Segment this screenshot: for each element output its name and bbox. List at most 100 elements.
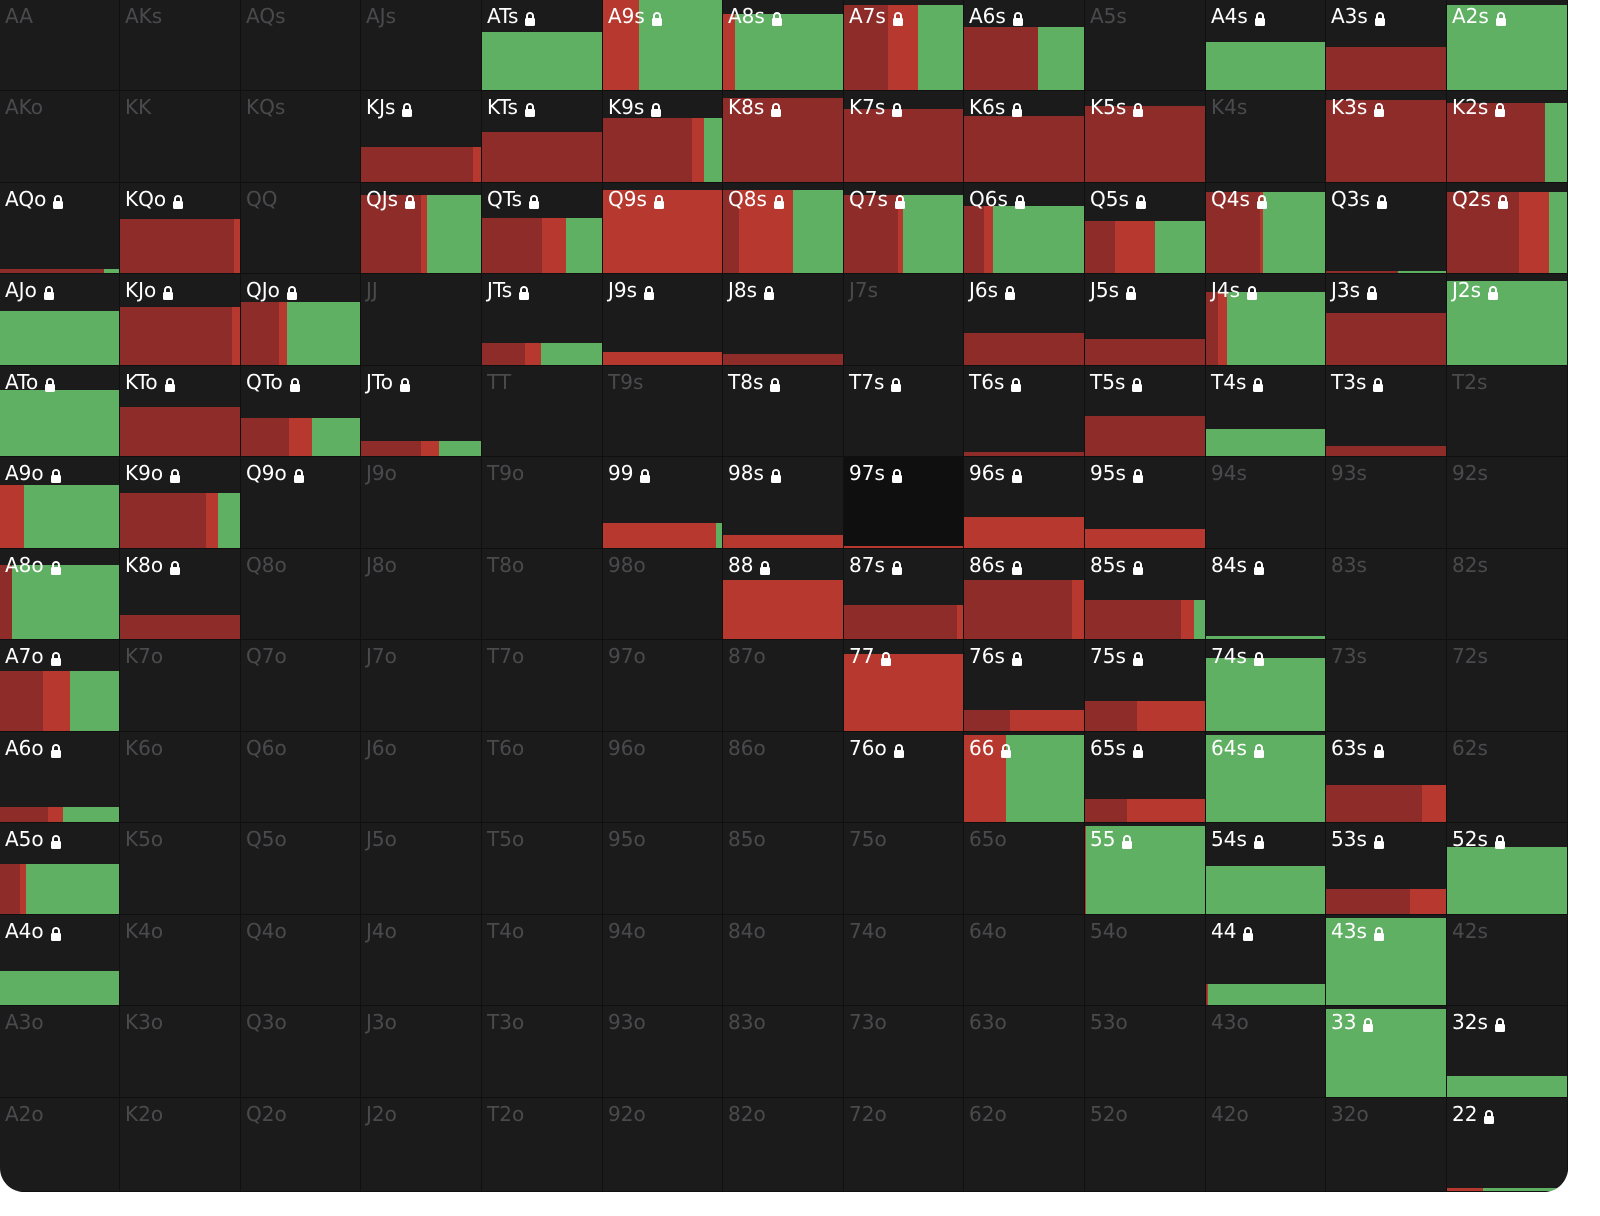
hand-cell-t2s[interactable]: T2s (1447, 366, 1568, 457)
hand-cell-q4s[interactable]: Q4s (1206, 183, 1326, 274)
hand-cell-j6o[interactable]: J6o (361, 732, 482, 823)
hand-cell-a8o[interactable]: A8o (0, 549, 120, 640)
hand-cell-a2o[interactable]: A2o (0, 1098, 120, 1192)
hand-cell-53s[interactable]: 53s (1326, 823, 1447, 915)
hand-cell-q3o[interactable]: Q3o (241, 1006, 361, 1098)
hand-cell-j6s[interactable]: J6s (964, 274, 1085, 366)
hand-cell-tt[interactable]: TT (482, 366, 603, 457)
hand-cell-t4s[interactable]: T4s (1206, 366, 1326, 457)
hand-cell-k5o[interactable]: K5o (120, 823, 241, 915)
hand-cell-94s[interactable]: 94s (1206, 457, 1326, 549)
hand-cell-t8o[interactable]: T8o (482, 549, 603, 640)
hand-cell-t7s[interactable]: T7s (844, 366, 964, 457)
hand-cell-ato[interactable]: ATo (0, 366, 120, 457)
hand-cell-k6o[interactable]: K6o (120, 732, 241, 823)
hand-cell-65o[interactable]: 65o (964, 823, 1085, 915)
hand-cell-54o[interactable]: 54o (1085, 915, 1206, 1006)
hand-cell-a3o[interactable]: A3o (0, 1006, 120, 1098)
hand-cell-76o[interactable]: 76o (844, 732, 964, 823)
hand-cell-86s[interactable]: 86s (964, 549, 1085, 640)
hand-cell-k4s[interactable]: K4s (1206, 91, 1326, 183)
hand-cell-kqs[interactable]: KQs (241, 91, 361, 183)
hand-cell-76s[interactable]: 76s (964, 640, 1085, 732)
hand-cell-q8o[interactable]: Q8o (241, 549, 361, 640)
hand-cell-q6o[interactable]: Q6o (241, 732, 361, 823)
hand-cell-j2s[interactable]: J2s (1447, 274, 1568, 366)
hand-cell-kjo[interactable]: KJo (120, 274, 241, 366)
hand-cell-t5s[interactable]: T5s (1085, 366, 1206, 457)
hand-cell-98s[interactable]: 98s (723, 457, 844, 549)
hand-cell-a2s[interactable]: A2s (1447, 0, 1568, 91)
hand-cell-k5s[interactable]: K5s (1085, 91, 1206, 183)
hand-cell-j3s[interactable]: J3s (1326, 274, 1447, 366)
hand-cell-72o[interactable]: 72o (844, 1098, 964, 1192)
hand-cell-j7s[interactable]: J7s (844, 274, 964, 366)
hand-cell-92o[interactable]: 92o (603, 1098, 723, 1192)
hand-cell-73s[interactable]: 73s (1326, 640, 1447, 732)
hand-cell-t8s[interactable]: T8s (723, 366, 844, 457)
hand-cell-q7s[interactable]: Q7s (844, 183, 964, 274)
hand-cell-t4o[interactable]: T4o (482, 915, 603, 1006)
hand-cell-j9o[interactable]: J9o (361, 457, 482, 549)
hand-cell-75o[interactable]: 75o (844, 823, 964, 915)
hand-cell-kqo[interactable]: KQo (120, 183, 241, 274)
hand-cell-a7o[interactable]: A7o (0, 640, 120, 732)
hand-cell-74s[interactable]: 74s (1206, 640, 1326, 732)
hand-cell-k9o[interactable]: K9o (120, 457, 241, 549)
hand-cell-42s[interactable]: 42s (1447, 915, 1568, 1006)
hand-cell-75s[interactable]: 75s (1085, 640, 1206, 732)
hand-cell-q9o[interactable]: Q9o (241, 457, 361, 549)
hand-cell-93o[interactable]: 93o (603, 1006, 723, 1098)
hand-cell-83o[interactable]: 83o (723, 1006, 844, 1098)
hand-cell-k6s[interactable]: K6s (964, 91, 1085, 183)
hand-cell-72s[interactable]: 72s (1447, 640, 1568, 732)
hand-cell-a9o[interactable]: A9o (0, 457, 120, 549)
hand-cell-t9s[interactable]: T9s (603, 366, 723, 457)
hand-cell-77[interactable]: 77 (844, 640, 964, 732)
hand-cell-a4s[interactable]: A4s (1206, 0, 1326, 91)
hand-cell-88[interactable]: 88 (723, 549, 844, 640)
hand-cell-aqo[interactable]: AQo (0, 183, 120, 274)
hand-cell-74o[interactable]: 74o (844, 915, 964, 1006)
hand-cell-42o[interactable]: 42o (1206, 1098, 1326, 1192)
hand-cell-ajo[interactable]: AJo (0, 274, 120, 366)
hand-cell-54s[interactable]: 54s (1206, 823, 1326, 915)
hand-cell-kto[interactable]: KTo (120, 366, 241, 457)
hand-cell-q3s[interactable]: Q3s (1326, 183, 1447, 274)
hand-cell-a7s[interactable]: A7s (844, 0, 964, 91)
hand-cell-ajs[interactable]: AJs (361, 0, 482, 91)
hand-cell-52o[interactable]: 52o (1085, 1098, 1206, 1192)
hand-cell-85o[interactable]: 85o (723, 823, 844, 915)
hand-cell-64s[interactable]: 64s (1206, 732, 1326, 823)
hand-cell-a8s[interactable]: A8s (723, 0, 844, 91)
hand-cell-j2o[interactable]: J2o (361, 1098, 482, 1192)
hand-cell-65s[interactable]: 65s (1085, 732, 1206, 823)
hand-cell-a3s[interactable]: A3s (1326, 0, 1447, 91)
hand-cell-95s[interactable]: 95s (1085, 457, 1206, 549)
hand-cell-q2s[interactable]: Q2s (1447, 183, 1568, 274)
hand-cell-32s[interactable]: 32s (1447, 1006, 1568, 1098)
hand-cell-ats[interactable]: ATs (482, 0, 603, 91)
hand-cell-q6s[interactable]: Q6s (964, 183, 1085, 274)
hand-cell-84s[interactable]: 84s (1206, 549, 1326, 640)
hand-cell-qto[interactable]: QTo (241, 366, 361, 457)
hand-cell-a4o[interactable]: A4o (0, 915, 120, 1006)
hand-cell-98o[interactable]: 98o (603, 549, 723, 640)
hand-cell-j7o[interactable]: J7o (361, 640, 482, 732)
hand-cell-t6s[interactable]: T6s (964, 366, 1085, 457)
hand-cell-j3o[interactable]: J3o (361, 1006, 482, 1098)
hand-cell-87o[interactable]: 87o (723, 640, 844, 732)
hand-cell-q9s[interactable]: Q9s (603, 183, 723, 274)
hand-cell-qts[interactable]: QTs (482, 183, 603, 274)
hand-cell-qq[interactable]: QQ (241, 183, 361, 274)
hand-cell-63o[interactable]: 63o (964, 1006, 1085, 1098)
hand-cell-j5s[interactable]: J5s (1085, 274, 1206, 366)
hand-cell-jj[interactable]: JJ (361, 274, 482, 366)
hand-cell-t7o[interactable]: T7o (482, 640, 603, 732)
hand-cell-qjo[interactable]: QJo (241, 274, 361, 366)
hand-cell-t5o[interactable]: T5o (482, 823, 603, 915)
hand-cell-82s[interactable]: 82s (1447, 549, 1568, 640)
hand-cell-j8s[interactable]: J8s (723, 274, 844, 366)
hand-cell-k9s[interactable]: K9s (603, 91, 723, 183)
hand-cell-jts[interactable]: JTs (482, 274, 603, 366)
